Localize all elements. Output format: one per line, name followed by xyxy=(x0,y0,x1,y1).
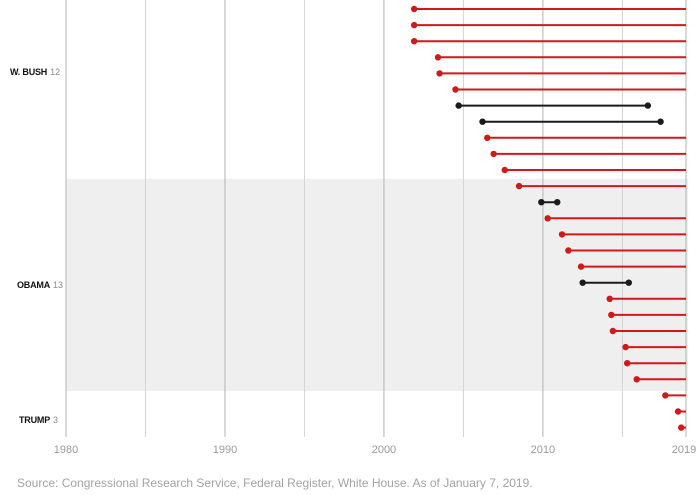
emergency-start-dot xyxy=(558,231,566,238)
emergency-start-dot xyxy=(410,21,418,29)
emergency-row xyxy=(623,360,686,367)
emergency-row xyxy=(479,118,664,125)
x-tick-label: 2000 xyxy=(372,444,396,456)
x-tick-label: 1980 xyxy=(54,444,78,456)
emergency-row xyxy=(538,199,561,206)
emergency-row xyxy=(662,392,686,399)
emergency-start-dot xyxy=(565,247,572,254)
emergency-row xyxy=(501,166,686,174)
emergency-start-dot xyxy=(515,182,523,190)
emergency-row xyxy=(608,311,686,319)
x-tick-label: 1990 xyxy=(213,444,237,456)
emergency-end-dot xyxy=(644,102,652,109)
emergency-start-dot xyxy=(662,392,669,399)
president-count: 13 xyxy=(53,280,63,290)
emergency-row xyxy=(678,424,686,431)
emergency-start-dot xyxy=(538,199,545,206)
emergency-row xyxy=(674,408,686,415)
x-tick-label: 2019 xyxy=(672,444,696,456)
emergency-row xyxy=(609,327,686,335)
emergency-row xyxy=(558,231,686,238)
emergency-row xyxy=(410,21,686,29)
emergency-start-dot xyxy=(410,38,418,45)
president-label: OBAMA 13 xyxy=(17,280,63,290)
emergency-row xyxy=(565,247,686,254)
emergency-start-dot xyxy=(633,376,640,383)
president-label: TRUMP 3 xyxy=(19,415,58,425)
emergency-start-dot xyxy=(674,408,682,415)
x-tick-label: 2010 xyxy=(531,444,555,456)
emergency-row xyxy=(544,215,686,222)
emergency-end-dot xyxy=(625,279,632,286)
emergency-start-dot xyxy=(678,424,685,431)
emergency-start-dot xyxy=(490,150,497,158)
emergency-end-dot xyxy=(554,199,561,206)
emergency-start-dot xyxy=(577,263,585,270)
emergency-row xyxy=(515,182,686,190)
emergency-lines xyxy=(410,5,686,431)
emergency-start-dot xyxy=(434,54,442,61)
emergency-start-dot xyxy=(455,102,462,109)
president-count: 3 xyxy=(53,415,58,425)
emergency-start-dot xyxy=(544,215,551,222)
emergency-row xyxy=(434,54,686,61)
emergency-start-dot xyxy=(608,311,615,319)
emergency-row xyxy=(484,134,686,141)
emergency-start-dot xyxy=(501,166,508,174)
emergency-start-dot xyxy=(622,343,629,351)
president-labels: W. BUSH 12 OBAMA 13 TRUMP 3 xyxy=(10,67,63,425)
emergency-row xyxy=(490,150,686,158)
president-count: 12 xyxy=(50,67,60,77)
emergency-row xyxy=(633,376,686,383)
emergency-start-dot xyxy=(410,5,418,13)
emergency-end-dot xyxy=(657,118,664,125)
president-name: OBAMA xyxy=(17,280,51,290)
x-axis-tick-labels: 1980 1990 2000 2010 2019 xyxy=(54,444,696,456)
emergency-start-dot xyxy=(609,327,617,335)
emergency-start-dot xyxy=(452,86,459,93)
emergency-row xyxy=(410,38,686,45)
emergency-start-dot xyxy=(606,295,613,302)
obama-shaded-band xyxy=(66,179,688,391)
emergency-row xyxy=(436,70,686,77)
emergency-row xyxy=(455,102,652,109)
president-name: W. BUSH xyxy=(10,67,47,77)
emergency-row xyxy=(606,295,686,302)
emergency-start-dot xyxy=(479,118,486,125)
emergency-start-dot xyxy=(579,279,586,286)
emergency-row xyxy=(577,263,686,270)
emergency-start-dot xyxy=(484,134,491,141)
president-name: TRUMP xyxy=(19,415,50,425)
emergency-row xyxy=(452,86,686,93)
shaded-band-layer xyxy=(66,179,688,391)
emergency-row xyxy=(622,343,686,351)
emergency-start-dot xyxy=(436,70,443,77)
emergency-row xyxy=(410,5,686,13)
emergency-start-dot xyxy=(623,360,631,367)
emergency-row xyxy=(579,279,632,286)
president-label: W. BUSH 12 xyxy=(10,67,60,77)
source-note: Source: Congressional Research Service, … xyxy=(17,476,533,490)
